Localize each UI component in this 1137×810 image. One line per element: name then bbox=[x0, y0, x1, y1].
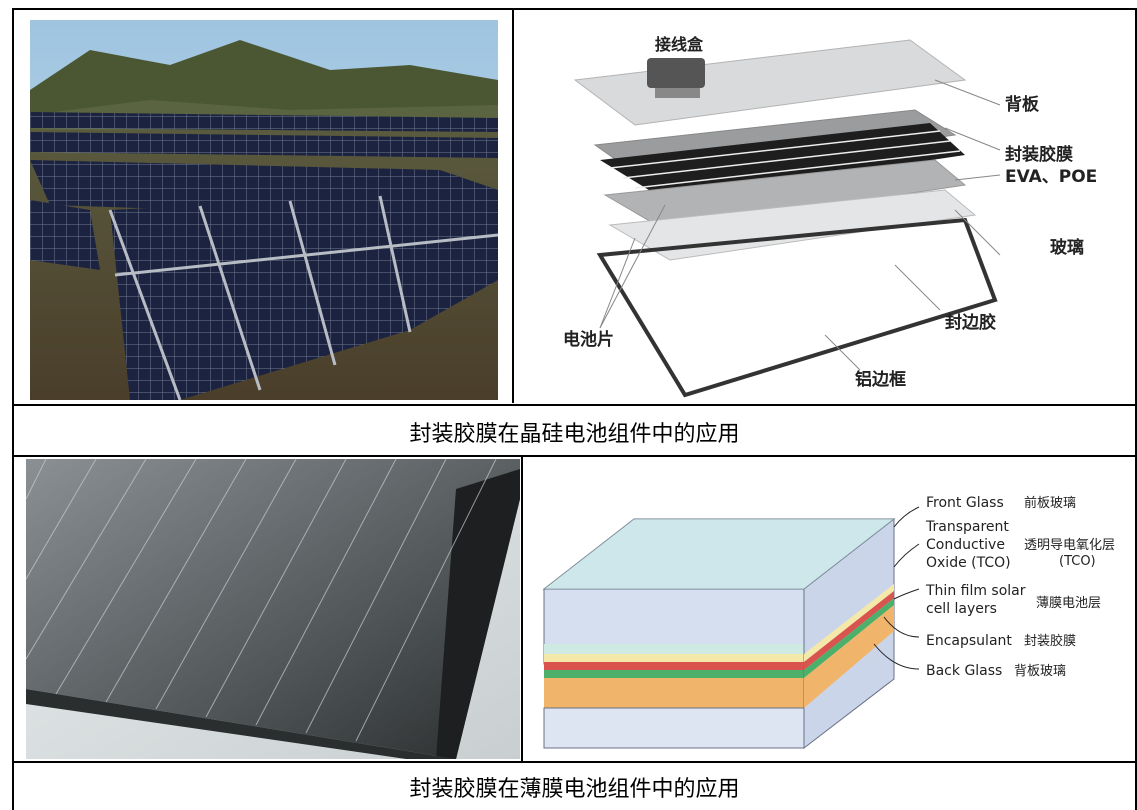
label-tco-en-2: Conductive bbox=[926, 537, 1005, 553]
divider-top-vertical bbox=[512, 8, 514, 403]
label-back-glass-zh: 背板玻璃 bbox=[1014, 664, 1066, 679]
label-thin-film-en-2: cell layers bbox=[926, 601, 997, 617]
label-encapsulant-zh: 封装胶膜 bbox=[1024, 633, 1076, 649]
label-aluminum-frame: 铝边框 bbox=[855, 369, 906, 390]
thin-film-layer-diagram: Front Glass 前板玻璃 Transparent Conductive … bbox=[542, 495, 1115, 750]
label-tco-zh-1: 透明导电氧化层 bbox=[1024, 538, 1115, 553]
label-front-glass-en: Front Glass bbox=[926, 495, 1004, 511]
label-tco-zh-2: (TCO) bbox=[1059, 554, 1096, 569]
caption-crystalline: 封装胶膜在晶硅电池组件中的应用 bbox=[409, 422, 740, 447]
divider-bottom-vertical bbox=[521, 457, 523, 762]
label-edge-sealant: 封边胶 bbox=[945, 312, 996, 333]
label-backsheet: 背板 bbox=[1005, 94, 1040, 115]
divider-row-1 bbox=[12, 404, 1137, 406]
thin-film-panel-photo bbox=[26, 459, 520, 759]
crystalline-module-diagram: 接线盒 背板 封装胶膜 EVA、POE 玻璃 电池片 封边胶 铝边框 bbox=[563, 35, 1097, 398]
divider-row-3 bbox=[12, 761, 1137, 763]
divider-row-2 bbox=[12, 455, 1137, 457]
label-glass: 玻璃 bbox=[1050, 237, 1084, 258]
backsheet-layer bbox=[573, 39, 967, 126]
label-tco-en-3: Oxide (TCO) bbox=[926, 555, 1011, 571]
figure-table: 接线盒 背板 封装胶膜 EVA、POE 玻璃 电池片 封边胶 铝边框 封装胶膜在… bbox=[12, 8, 1137, 810]
label-thin-film-en-1: Thin film solar bbox=[925, 583, 1026, 599]
cell-layer bbox=[600, 123, 965, 200]
label-encapsulant-en: Encapsulant bbox=[926, 633, 1012, 649]
label-junction-box: 接线盒 bbox=[655, 35, 704, 54]
junction-box bbox=[647, 58, 705, 88]
caption-thin-film: 封装胶膜在薄膜电池组件中的应用 bbox=[409, 777, 740, 802]
border-right bbox=[1135, 8, 1137, 810]
label-tco-en-1: Transparent bbox=[925, 519, 1009, 535]
frame-layer bbox=[596, 217, 998, 398]
border-left bbox=[12, 8, 14, 810]
label-back-glass-en: Back Glass bbox=[926, 663, 1002, 679]
label-thin-film-zh: 薄膜电池层 bbox=[1036, 596, 1101, 611]
border-top bbox=[12, 8, 1137, 10]
label-front-glass-zh: 前板玻璃 bbox=[1024, 495, 1076, 511]
encapsulant-layer-bottom bbox=[603, 159, 967, 231]
label-cells: 电池片 bbox=[563, 329, 614, 350]
label-encapsulant-types: EVA、POE bbox=[1005, 167, 1097, 187]
label-encapsulant-film: 封装胶膜 bbox=[1005, 144, 1073, 165]
solar-field-photo bbox=[30, 20, 498, 400]
